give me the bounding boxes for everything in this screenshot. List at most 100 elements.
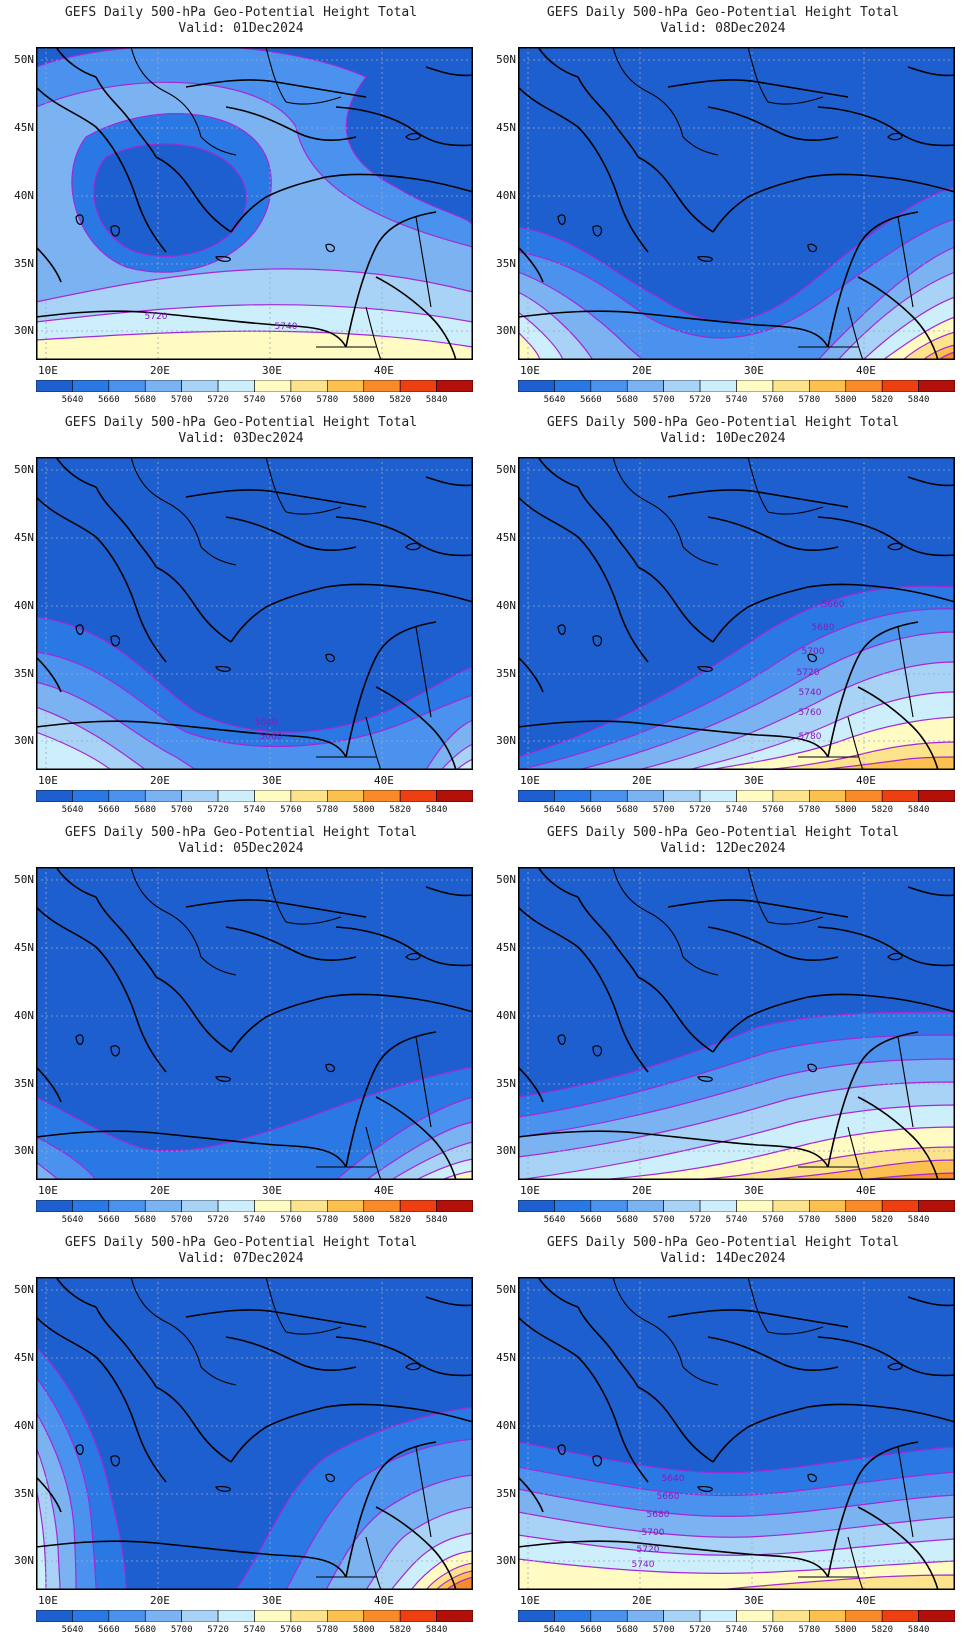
country-border (265, 1277, 287, 1333)
contour-label: 5680 (812, 623, 835, 633)
lon-tick-label: 40E (374, 1184, 394, 1197)
map-frame (518, 867, 955, 1180)
colorbar-swatch (554, 1610, 592, 1622)
contour-label: 5720 (145, 312, 168, 322)
lat-tick-label: 30N (14, 1144, 34, 1157)
coastline (36, 720, 347, 758)
coastline (375, 1506, 457, 1590)
country-border (767, 1326, 824, 1335)
lon-tick-label: 40E (856, 774, 876, 787)
colorbar-swatch (663, 1200, 701, 1212)
colorbar-swatch (254, 380, 292, 392)
colorbar-label: 5680 (134, 1215, 157, 1225)
country-border (747, 47, 769, 103)
island (405, 542, 421, 551)
coastline (230, 586, 327, 643)
country-border (285, 506, 342, 515)
colorbar-label: 5840 (907, 1215, 930, 1225)
colorbar-swatch (626, 1200, 664, 1212)
coastline (225, 516, 357, 552)
coastline (230, 176, 327, 233)
country-border (897, 216, 914, 308)
colorbar-swatch (436, 1200, 473, 1212)
colorbar-label: 5680 (616, 395, 639, 405)
colorbar-label: 5660 (579, 805, 602, 815)
coastline (36, 1066, 62, 1103)
colorbar-label: 5720 (207, 1215, 229, 1225)
island (697, 666, 713, 672)
colorbar-swatch (845, 380, 883, 392)
lat-tick-label: 30N (14, 324, 34, 337)
coastline (707, 106, 839, 142)
lat-tick-label: 35N (14, 1077, 34, 1090)
colorbar-label: 5740 (725, 395, 748, 405)
lat-tick-label: 45N (496, 941, 516, 954)
colorbar-swatch (663, 1610, 701, 1622)
island (215, 1076, 231, 1082)
colorbar-label: 5740 (725, 805, 748, 815)
country-border (200, 136, 237, 156)
colorbar-label: 5820 (871, 1625, 893, 1635)
map-svg (36, 1277, 473, 1590)
coastline (807, 173, 955, 193)
coastline (827, 621, 919, 758)
colorbar-swatch (254, 790, 292, 802)
map-panel-p08: GEFS Daily 500-hPa Geo-Potential Height … (482, 0, 964, 410)
lon-tick-label: 20E (150, 364, 170, 377)
island (807, 1473, 817, 1483)
lon-tick-label: 10E (520, 1184, 540, 1197)
map-frame (36, 457, 473, 770)
colorbar-label: 5780 (798, 395, 821, 405)
island (592, 1045, 603, 1057)
lon-tick-label: 40E (374, 1594, 394, 1607)
coastline (807, 1403, 955, 1423)
lat-tick-label: 50N (14, 1283, 34, 1296)
coastline (36, 86, 167, 253)
coastline (817, 106, 955, 147)
colorbar-label: 5700 (652, 805, 675, 815)
colorbar-swatch (809, 380, 847, 392)
colorbar-swatch (809, 1200, 847, 1212)
colorbar (518, 380, 955, 392)
country-border (847, 1126, 864, 1180)
colorbar-swatch (881, 1200, 919, 1212)
colorbar-swatch (36, 1610, 73, 1622)
coastline (637, 976, 714, 1053)
contour-label: 5700 (642, 1528, 665, 1538)
island (697, 1486, 713, 1492)
coastline (907, 476, 955, 487)
colorbar-swatch (699, 790, 737, 802)
colorbar-swatch (590, 380, 628, 392)
coastline (817, 926, 955, 967)
colorbar-swatch (590, 790, 628, 802)
colorbar-swatch (881, 1610, 919, 1622)
colorbar-swatch (554, 1200, 592, 1212)
colorbar-label: 5760 (280, 805, 302, 815)
colorbar (36, 1610, 473, 1622)
colorbar-swatch (554, 790, 592, 802)
country-border (265, 867, 287, 923)
colorbar-swatch (363, 380, 401, 392)
contour-label: 5720 (637, 1545, 660, 1555)
colorbar-swatch (809, 1610, 847, 1622)
colorbar-label: 5680 (616, 805, 639, 815)
country-border (200, 956, 237, 976)
country-border (747, 457, 769, 513)
colorbar-label: 5800 (834, 1215, 857, 1225)
contour-label: 5660 (822, 600, 845, 610)
lat-tick-label: 45N (14, 941, 34, 954)
lat-tick-label: 50N (14, 53, 34, 66)
lat-tick-label: 45N (14, 121, 34, 134)
coastline (518, 1476, 544, 1513)
contour-label: 5720 (797, 668, 820, 678)
height-band (717, 1574, 955, 1590)
lon-tick-label: 30E (744, 1594, 764, 1607)
colorbar-label: 5820 (389, 1625, 411, 1635)
lat-tick-label: 50N (496, 463, 516, 476)
colorbar-swatch (436, 790, 473, 802)
country-border (897, 1446, 914, 1538)
island (697, 1076, 713, 1082)
coastline (518, 1066, 544, 1103)
lat-tick-label: 30N (14, 734, 34, 747)
country-border (612, 867, 684, 958)
